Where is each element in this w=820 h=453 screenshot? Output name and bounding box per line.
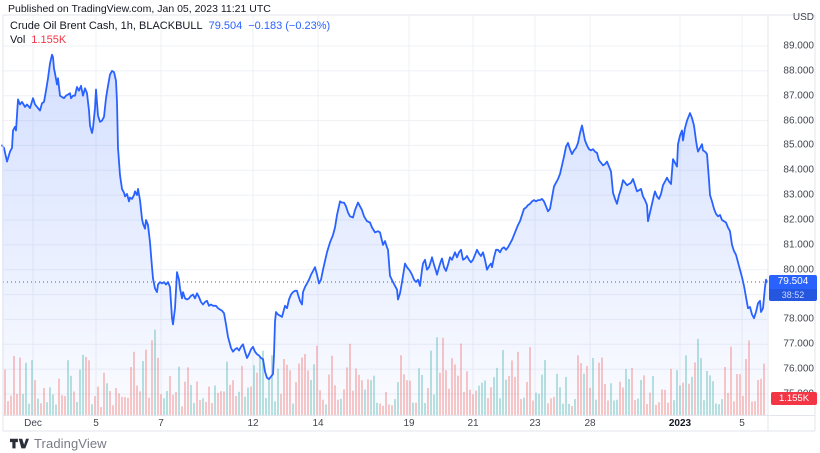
chart-legend: Crude Oil Brent Cash, 1h, BLACKBULL 79.50… — [10, 19, 330, 47]
area-fill — [2, 54, 767, 416]
volume-indicator-label: Vol — [10, 34, 26, 46]
price-tick-label: 85.000 — [783, 139, 814, 151]
price-line — [1, 53, 768, 380]
time-tick-label: 21 — [467, 417, 479, 429]
volume-bars — [4, 329, 765, 416]
time-tick-label: 2023 — [668, 417, 692, 429]
brand-name: TradingView — [34, 436, 107, 451]
volume-indicator-value: 1.155K — [31, 34, 67, 46]
tradingview-logo-icon — [10, 437, 29, 450]
volume-axis-badge: 1.155K — [771, 392, 817, 405]
last-price-badge-value: 79.504 — [777, 276, 809, 288]
price-tick-label: 89.000 — [783, 40, 814, 52]
time-tick-label: Dec — [24, 417, 42, 429]
time-tick-label: 5 — [93, 417, 99, 429]
published-note: Published on TradingView.com, Jan 05, 20… — [8, 3, 271, 15]
price-tick-label: 77.000 — [783, 338, 814, 350]
legend-row-symbol: Crude Oil Brent Cash, 1h, BLACKBULL 79.50… — [10, 19, 330, 33]
legend-last-price: 79.504 — [208, 20, 243, 32]
price-tick-label: 78.000 — [783, 313, 814, 325]
time-tick-label: 5 — [739, 417, 745, 429]
price-tick-label: 81.000 — [783, 239, 814, 251]
bar-countdown: 38:52 — [769, 289, 817, 302]
legend-change: −0.183 (−0.23%) — [248, 20, 331, 32]
price-tick-label: 86.000 — [783, 115, 814, 127]
price-tick-label: 84.000 — [783, 164, 814, 176]
price-tick-label: 87.000 — [783, 90, 814, 102]
price-tick-label: 88.000 — [783, 65, 814, 77]
price-tick-label: 76.000 — [783, 363, 814, 375]
footer-branding[interactable]: TradingView — [10, 436, 107, 451]
time-tick-label: 28 — [584, 417, 596, 429]
chart-frame-borders — [2, 14, 816, 432]
price-tick-label: 83.000 — [783, 189, 814, 201]
time-tick-label: 12 — [247, 417, 259, 429]
currency-label: USD — [792, 12, 814, 23]
price-tick-label: 80.000 — [783, 264, 814, 276]
symbol-title: Crude Oil Brent Cash, 1h, BLACKBULL — [10, 20, 203, 32]
last-price-badge: 79.504 38:52 — [769, 275, 817, 302]
time-tick-label: 7 — [158, 417, 164, 429]
time-tick-label: 23 — [529, 417, 541, 429]
time-tick-label: 19 — [403, 417, 415, 429]
price-tick-label: 82.000 — [783, 214, 814, 226]
legend-row-volume: Vol 1.155K — [10, 33, 330, 47]
time-tick-label: 14 — [312, 417, 324, 429]
